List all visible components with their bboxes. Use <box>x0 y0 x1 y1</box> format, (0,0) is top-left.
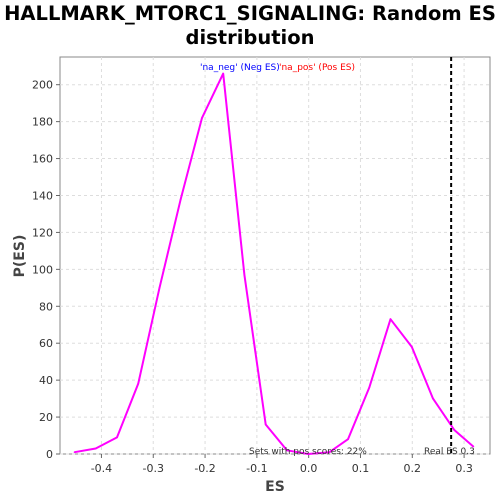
data-point <box>116 436 118 439</box>
plot-area <box>59 56 491 455</box>
data-point <box>453 429 456 431</box>
y-tick-label: 140 <box>32 189 53 202</box>
y-tick-label: 200 <box>32 79 53 92</box>
y-axis-label: P(ES) <box>12 235 28 278</box>
overlay: 'na_neg' (Neg ES)'na_pos' (Pos ES) Sets w… <box>200 57 475 457</box>
series-line <box>74 72 475 455</box>
x-tick-label: 0.3 <box>455 462 473 475</box>
data-point <box>328 451 331 453</box>
y-tick-label: 160 <box>32 153 53 166</box>
grid <box>60 57 490 455</box>
data-point <box>307 453 309 455</box>
data-point <box>94 447 97 450</box>
data-point <box>201 117 203 119</box>
data-point <box>243 274 246 276</box>
y-tick-label: 100 <box>32 263 53 276</box>
data-point <box>432 397 434 400</box>
y-tick-label: 80 <box>39 300 53 313</box>
axes: 0 20 40 60 80 100 120 140 160 180 200 -0.4 -0.3 -0.2 -… <box>32 79 473 475</box>
x-tick-label: -0.3 <box>143 462 164 475</box>
x-tick-label: -0.1 <box>246 462 267 475</box>
y-tick-label: 180 <box>32 116 53 129</box>
data-point <box>137 383 140 385</box>
data-point <box>158 287 161 289</box>
data-point <box>222 72 224 75</box>
x-tick-label: 0.0 <box>300 462 318 475</box>
x-tick-label: 0.2 <box>404 462 422 475</box>
annotation-real-es: Real ES 0.3 <box>424 447 475 457</box>
data-point <box>347 438 349 441</box>
chart-title-line2: distribution <box>185 26 315 49</box>
data-point <box>264 423 267 426</box>
data-point <box>179 198 182 200</box>
y-tick-label: 20 <box>39 411 53 424</box>
legend-pos: 'na_pos' (Pos ES) <box>279 63 355 73</box>
y-tick-label: 120 <box>32 226 53 239</box>
data-point <box>389 318 392 321</box>
x-axis-label: ES <box>265 479 285 495</box>
x-tick-label: -0.2 <box>194 462 215 475</box>
chart-title: HALLMARK_MTORC1_SIGNALING: Random ES dis… <box>0 2 500 50</box>
data-point <box>73 451 76 453</box>
legend-neg: 'na_neg' (Neg ES) <box>200 63 280 73</box>
data-point <box>286 449 288 452</box>
data-point <box>472 445 475 448</box>
annotation-pos-scores: Sets with pos scores: 22% <box>249 447 367 457</box>
x-tick-label: 0.1 <box>352 462 370 475</box>
y-tick-label: 60 <box>39 337 53 350</box>
y-tick-label: 0 <box>46 448 53 461</box>
data-point <box>410 346 413 348</box>
series-group <box>73 72 475 455</box>
data-point <box>368 386 371 389</box>
y-tick-label: 40 <box>39 374 53 387</box>
x-tick-label: -0.4 <box>91 462 112 475</box>
chart-title-line1: HALLMARK_MTORC1_SIGNALING: Random ES <box>4 2 496 25</box>
